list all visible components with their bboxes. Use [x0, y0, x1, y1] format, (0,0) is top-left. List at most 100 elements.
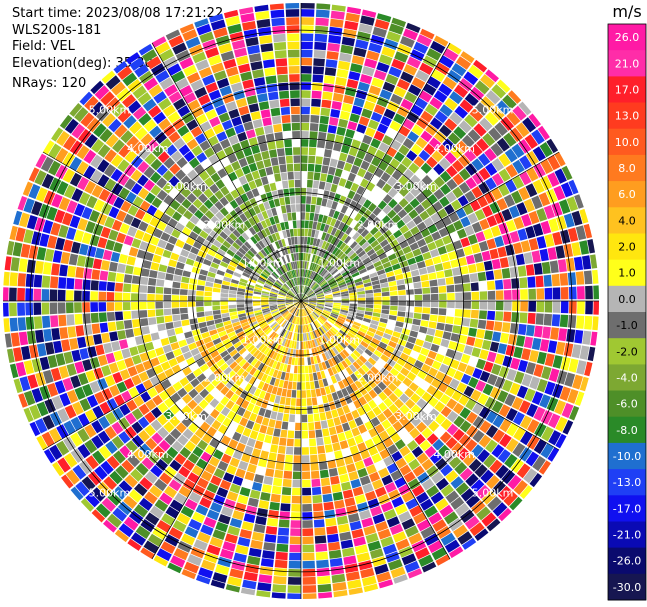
- gate-cell: [556, 215, 567, 230]
- gate-cell: [181, 569, 197, 580]
- gate-cell: [268, 340, 275, 349]
- gate-cell: [22, 181, 33, 197]
- gate-cell: [251, 448, 261, 458]
- gate-cell: [268, 225, 275, 235]
- gate-cell: [288, 306, 295, 312]
- gate-cell: [315, 306, 324, 311]
- gate-cell: [525, 264, 535, 276]
- gate-cell: [273, 33, 286, 43]
- gate-cell: [383, 397, 393, 408]
- gate-cell: [421, 561, 437, 573]
- gate-cell: [311, 282, 317, 289]
- gate-cell: [273, 313, 281, 319]
- gate-cell: [490, 225, 501, 237]
- gate-cell: [296, 341, 299, 349]
- gate-cell: [373, 104, 386, 115]
- gate-cell: [362, 337, 371, 345]
- gate-cell: [461, 274, 470, 283]
- gate-cell: [398, 415, 410, 427]
- gate-cell: [279, 164, 287, 173]
- colorbar-tick-label: -17.0: [613, 502, 641, 515]
- gate-cell: [476, 506, 491, 521]
- range-label: 5.00km: [472, 103, 514, 116]
- gate-cell: [276, 370, 283, 379]
- gate-cell: [198, 94, 211, 106]
- gate-cell: [450, 333, 460, 342]
- gate-cell: [432, 519, 447, 532]
- colorbar-tick-label: -30.0: [613, 581, 641, 594]
- gate-cell: [240, 113, 252, 124]
- gate-cell: [146, 139, 159, 152]
- gate-cell: [495, 311, 504, 321]
- gate-cell: [448, 518, 463, 532]
- gate-cell: [317, 140, 326, 149]
- gate-cell: [74, 203, 86, 217]
- colorbar-title: m/s: [612, 2, 641, 21]
- gate-cell: [175, 169, 186, 181]
- gate-cell: [322, 378, 329, 387]
- gate-cell: [378, 391, 388, 401]
- gate-cell: [246, 286, 254, 291]
- gate-cell: [272, 285, 280, 290]
- gate-cell: [374, 563, 389, 575]
- gate-cell: [239, 318, 248, 325]
- gate-cell: [321, 99, 332, 109]
- gate-cell: [15, 361, 27, 377]
- gate-cell: [305, 373, 310, 382]
- gate-cell: [189, 434, 201, 446]
- gate-cell: [477, 271, 487, 282]
- gate-cell: [261, 295, 269, 298]
- gate-cell: [159, 48, 174, 62]
- gate-cell: [334, 219, 341, 229]
- gate-cell: [266, 384, 274, 394]
- azimuth-line: [300, 151, 560, 302]
- gate-cell: [286, 263, 291, 271]
- gate-cell: [301, 252, 304, 261]
- gate-cell: [443, 450, 456, 463]
- gate-cell: [308, 297, 317, 300]
- gate-cell: [310, 381, 315, 390]
- gate-cell: [67, 326, 77, 338]
- gate-cell: [278, 306, 287, 311]
- gate-cell: [185, 220, 196, 231]
- gate-cell: [445, 191, 457, 203]
- gate-cell: [517, 265, 527, 277]
- gate-cell: [413, 282, 422, 289]
- gate-cell: [165, 385, 177, 397]
- gate-cell: [364, 245, 373, 253]
- gate-cell: [78, 128, 92, 144]
- gate-cell: [464, 114, 478, 128]
- gate-cell: [240, 390, 249, 399]
- gate-cell: [347, 172, 357, 182]
- gate-cell: [397, 255, 407, 263]
- gate-cell: [225, 584, 241, 593]
- gate-cell: [297, 325, 300, 333]
- gate-cell: [98, 281, 107, 291]
- gate-cell: [304, 333, 308, 341]
- gate-cell: [370, 319, 379, 326]
- gate-cell: [115, 320, 125, 331]
- gate-cell: [347, 249, 355, 258]
- gate-cell: [357, 196, 367, 206]
- gate-cell: [252, 119, 263, 129]
- gate-cell: [459, 99, 474, 113]
- gate-cell: [211, 377, 221, 387]
- gate-cell: [301, 204, 306, 212]
- gate-cell: [315, 17, 329, 26]
- gate-cell: [346, 79, 359, 89]
- gate-cell: [262, 325, 270, 332]
- gate-cell: [323, 501, 334, 511]
- gate-cell: [364, 285, 373, 291]
- gate-cell: [281, 238, 286, 247]
- gate-cell: [494, 353, 505, 365]
- gate-cell: [272, 369, 279, 378]
- gate-cell: [142, 260, 152, 269]
- gate-cell: [254, 178, 263, 188]
- gate-cell: [484, 330, 493, 341]
- gate-cell: [187, 554, 202, 566]
- gate-cell: [335, 274, 343, 281]
- colorbar-tick-label: -13.0: [613, 476, 641, 489]
- gate-cell: [421, 280, 430, 288]
- gate-cell: [212, 301, 220, 306]
- gate-cell: [295, 333, 298, 341]
